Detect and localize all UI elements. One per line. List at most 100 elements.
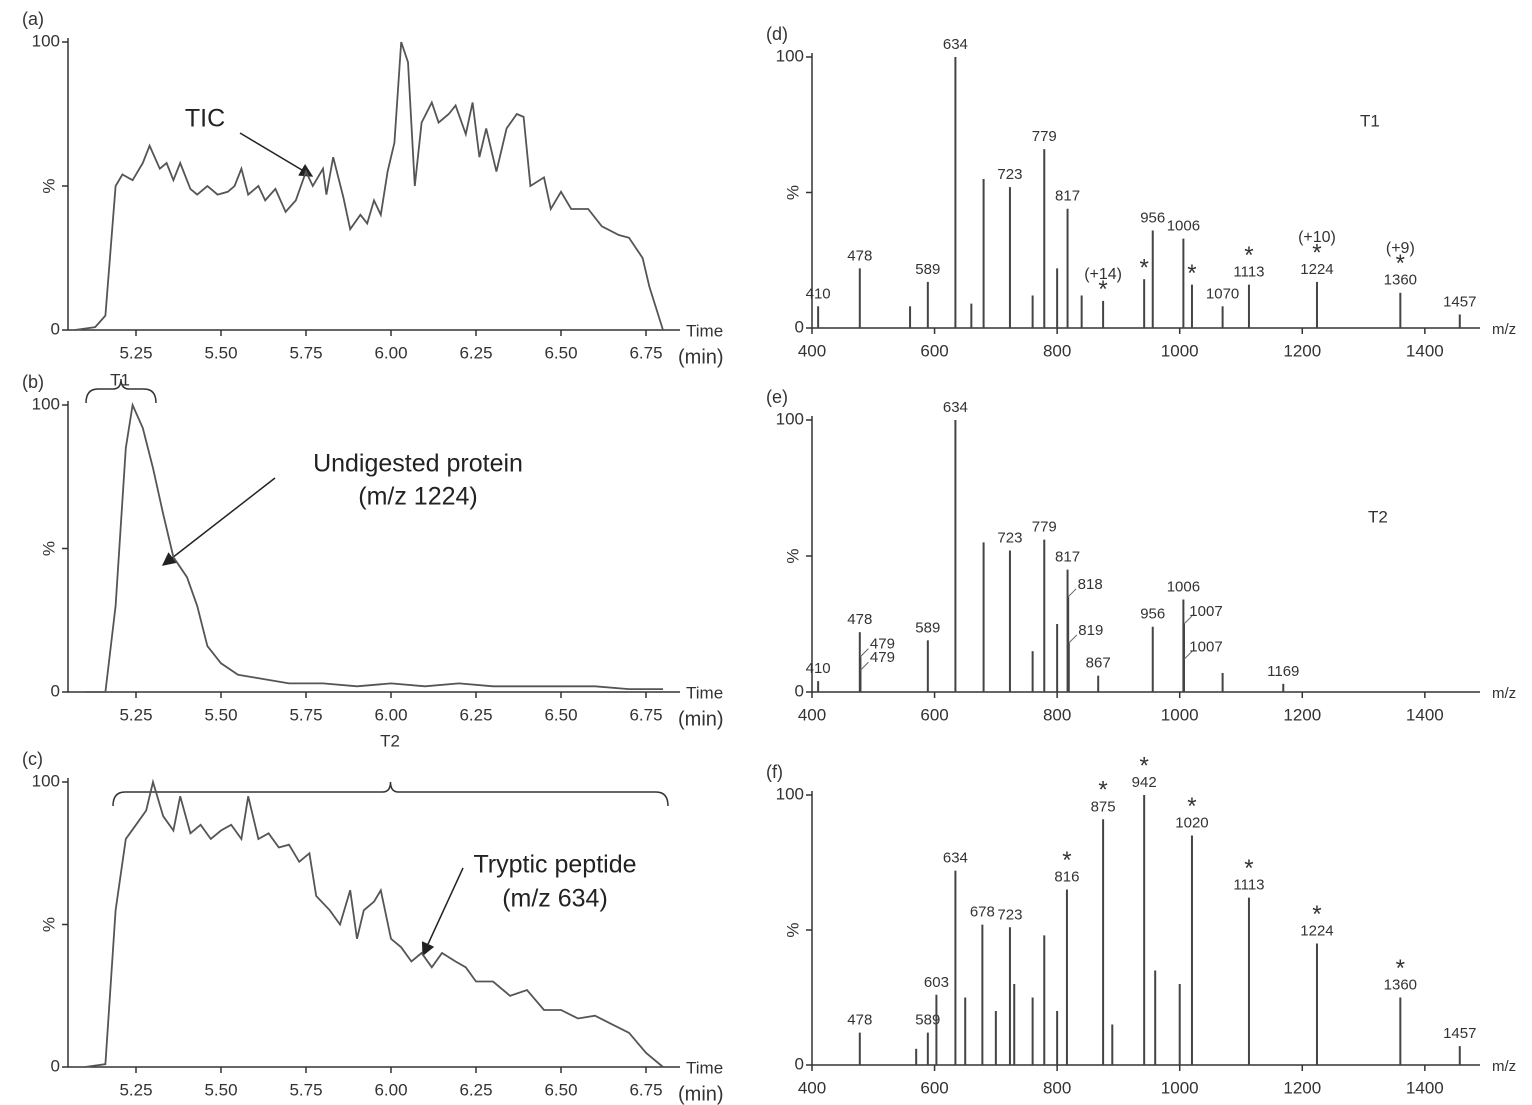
peak-label: 818 — [1078, 576, 1103, 593]
peak-label: 589 — [915, 261, 940, 278]
chromatogram-line — [74, 41, 664, 331]
peak-label: 1224 — [1300, 261, 1333, 278]
arrow — [239, 132, 314, 177]
leader-line — [860, 648, 869, 657]
peak-label: 817 — [1055, 188, 1080, 205]
x-tick-label: 600 — [920, 341, 948, 360]
panel-label: (c) — [22, 749, 43, 769]
y-tick-label: % — [39, 917, 58, 932]
peak-note: (+10) — [1298, 229, 1336, 246]
peak-label: 1224 — [1300, 922, 1333, 939]
peak-note: * — [1098, 276, 1107, 303]
peak-label: 819 — [1078, 622, 1103, 639]
peak-label: 723 — [997, 530, 1022, 547]
panel-label: (a) — [22, 9, 44, 29]
y-tick-label: 100 — [32, 394, 60, 413]
peak-label: 723 — [997, 166, 1022, 183]
peak-note: * — [1312, 239, 1321, 266]
x-tick-label: 5.75 — [289, 705, 322, 724]
peak-label: 1006 — [1167, 578, 1200, 595]
peak-note: * — [1139, 752, 1148, 779]
y-tick-label: 0 — [51, 319, 60, 338]
peak-label: 634 — [943, 850, 968, 867]
x-tick-label: 1400 — [1406, 705, 1444, 724]
peak-note: (+9) — [1386, 240, 1415, 257]
x-tick-label: 1200 — [1283, 341, 1321, 360]
x-tick-label: 6.00 — [374, 705, 407, 724]
x-axis-unit: (min) — [678, 708, 724, 730]
y-tick-label: 0 — [795, 1054, 804, 1073]
x-tick-label: 5.25 — [119, 343, 152, 362]
x-tick-label: 5.50 — [204, 343, 237, 362]
arrow — [421, 867, 464, 957]
bracket-label: T1 — [110, 370, 130, 389]
peak-label: 634 — [943, 399, 968, 416]
peak-note: * — [1244, 242, 1253, 269]
x-tick-label: 1400 — [1406, 1078, 1444, 1097]
x-tick-label: 5.50 — [204, 705, 237, 724]
x-tick-label: 6.00 — [374, 1080, 407, 1099]
peak-note: * — [1187, 260, 1196, 287]
peak-label: 1113 — [1233, 264, 1264, 281]
leader-line — [1183, 615, 1193, 625]
peak-label: 817 — [1055, 549, 1080, 566]
x-tick-label: 400 — [798, 341, 826, 360]
annotation: (m/z 634) — [502, 885, 608, 913]
peak-note: * — [1312, 901, 1321, 928]
peak-label: 867 — [1086, 655, 1111, 672]
x-tick-label: 800 — [1043, 705, 1071, 724]
y-tick-label: 0 — [51, 681, 60, 700]
x-tick-label: 6.50 — [544, 1080, 577, 1099]
y-tick-label: % — [783, 922, 802, 937]
x-tick-label: 800 — [1043, 341, 1071, 360]
x-tick-label: 1400 — [1406, 341, 1444, 360]
peak-label: 1007 — [1189, 638, 1222, 655]
chromatogram-line — [85, 401, 663, 693]
y-tick-label: 100 — [776, 784, 804, 803]
y-tick-label: % — [39, 178, 58, 193]
axes — [67, 38, 680, 331]
axes — [67, 778, 680, 1068]
x-tick-label: 1000 — [1161, 341, 1199, 360]
panel-label: (f) — [766, 762, 783, 782]
peak-label: 1020 — [1175, 814, 1208, 831]
peak-label: 816 — [1054, 868, 1079, 885]
x-axis-label: m/z — [1492, 321, 1516, 338]
peak-note: * — [1187, 793, 1196, 820]
peak-label: 479 — [870, 636, 895, 653]
leader-line — [1183, 651, 1193, 660]
peak-note: * — [1139, 255, 1148, 282]
x-tick-label: 5.50 — [204, 1080, 237, 1099]
bracket — [112, 781, 669, 807]
leader-line — [1068, 634, 1078, 644]
peak-label: 478 — [847, 1012, 872, 1029]
peak-label: 723 — [997, 906, 1022, 923]
bracket-label: T2 — [380, 731, 400, 750]
y-tick-label: 100 — [32, 771, 60, 790]
x-tick-label: 6.25 — [459, 705, 492, 724]
x-tick-label: 1000 — [1161, 1078, 1199, 1097]
leader-line — [860, 661, 869, 671]
peak-label: 875 — [1091, 798, 1116, 815]
annotation: T1 — [1360, 111, 1380, 130]
axes — [811, 416, 1480, 693]
x-tick-label: 600 — [920, 705, 948, 724]
x-axis-label: m/z — [1492, 685, 1516, 702]
peak-label: 1457 — [1443, 1025, 1476, 1042]
peak-label: 589 — [915, 619, 940, 636]
peak-label: 478 — [847, 247, 872, 264]
peak-note: * — [1396, 955, 1405, 982]
arrow — [161, 477, 276, 566]
axes — [811, 791, 1480, 1066]
x-tick-label: 6.25 — [459, 1080, 492, 1099]
peak-label: 603 — [924, 974, 949, 991]
peak-note: * — [1062, 847, 1071, 874]
y-tick-label: 100 — [32, 31, 60, 50]
x-tick-label: 1000 — [1161, 705, 1199, 724]
x-tick-label: 6.00 — [374, 343, 407, 362]
x-tick-label: 6.75 — [629, 705, 662, 724]
x-axis-label: Time — [686, 1058, 723, 1077]
peak-label: 779 — [1032, 128, 1057, 145]
x-axis-label: Time — [686, 683, 723, 702]
